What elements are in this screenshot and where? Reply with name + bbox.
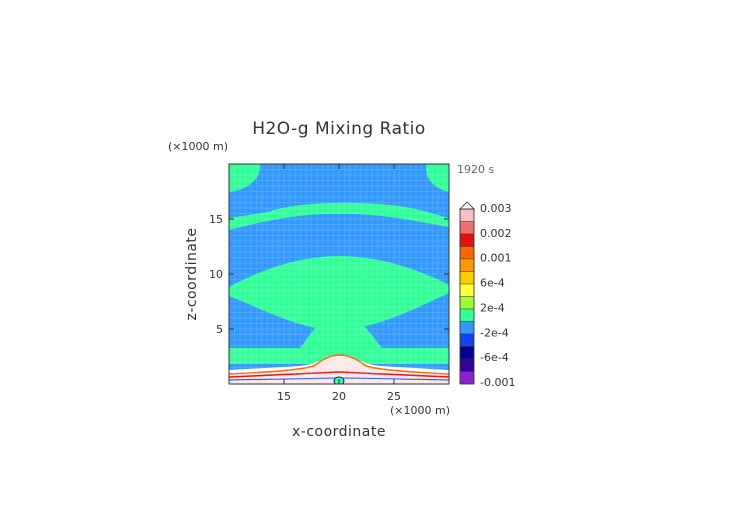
colorbar-label: -2e-4 <box>480 326 509 339</box>
colorbar-overflow-triangle <box>459 201 475 210</box>
field-region-top-right <box>425 164 449 192</box>
field-region-lower-band <box>229 314 449 364</box>
colorbar-labels: 0.003 0.002 0.001 6e-4 2e-4 -2e-4 -6e-4 -0.001 <box>480 202 515 389</box>
colorbar-segment <box>459 283 475 297</box>
colorbar-segment <box>459 308 475 322</box>
colorbar-segment <box>459 258 475 272</box>
y-tick-label: 15 <box>209 213 223 226</box>
colorbar-segment <box>459 333 475 347</box>
field-region-peak <box>229 355 449 384</box>
plot-field <box>229 164 449 384</box>
x-unit-label: (×1000 m) <box>390 404 450 417</box>
colorbar-label: -6e-4 <box>480 351 509 364</box>
field-region-upper-band <box>229 202 449 230</box>
colorbar-label: 6e-4 <box>480 277 505 290</box>
colorbar-label: 0.002 <box>480 227 512 240</box>
colorbar-segment <box>459 346 475 360</box>
colorbar-segment <box>459 371 475 385</box>
colorbar-label: 0.003 <box>480 202 512 215</box>
colorbar-segment <box>459 221 475 235</box>
y-axis: 5 10 15 <box>209 213 449 336</box>
field-contour-orange <box>229 354 449 375</box>
colorbar-label: 2e-4 <box>480 301 505 314</box>
colorbar-frame <box>459 208 475 385</box>
field-region-top-left <box>229 164 261 192</box>
colorbar-segment <box>459 233 475 247</box>
colorbar <box>459 201 475 385</box>
y-unit-label: (×1000 m) <box>168 140 228 153</box>
field-contour-red <box>229 371 449 378</box>
y-axis-label: z-coordinate <box>184 227 200 320</box>
y-tick-label: 5 <box>216 323 223 336</box>
colorbar-segment <box>459 296 475 310</box>
colorbar-segment <box>459 246 475 260</box>
y-tick-label: 10 <box>209 268 223 281</box>
colorbar-segment <box>459 208 475 222</box>
field-grid <box>229 164 449 384</box>
time-label: 1920 s <box>457 163 494 176</box>
x-tick-label: 20 <box>332 390 346 403</box>
x-tick-label: 25 <box>387 390 401 403</box>
chart-title: H2O-g Mixing Ratio <box>252 119 426 139</box>
field-region-middle-band <box>229 256 449 330</box>
colorbar-segment <box>459 271 475 285</box>
colorbar-label: 0.001 <box>480 252 512 265</box>
colorbar-segment <box>459 358 475 372</box>
x-axis-label: x-coordinate <box>292 424 386 440</box>
colorbar-segment <box>459 321 475 335</box>
x-axis: 15 20 25 <box>277 164 401 403</box>
x-tick-label: 15 <box>277 390 291 403</box>
colorbar-label: -0.001 <box>480 376 515 389</box>
